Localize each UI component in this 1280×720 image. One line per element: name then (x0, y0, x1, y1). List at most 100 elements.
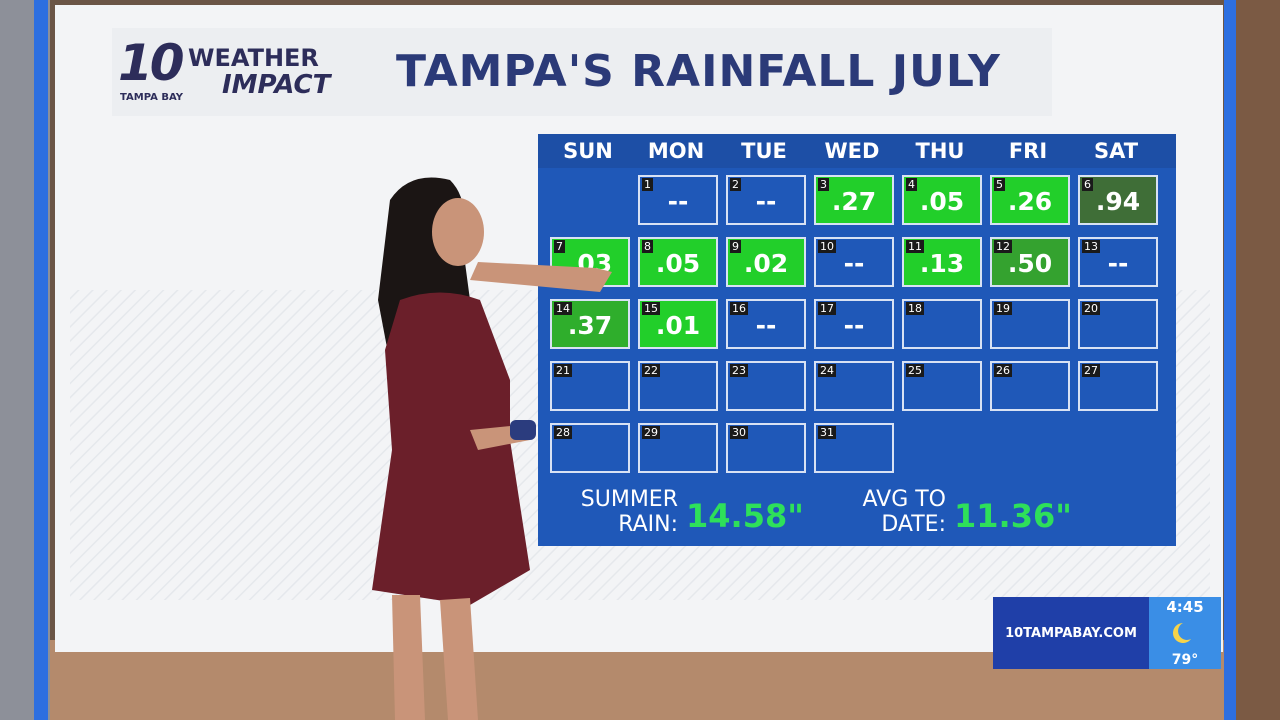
day-number: 29 (642, 426, 660, 439)
day-number: 22 (642, 364, 660, 377)
logo-station: TAMPA BAY (120, 92, 184, 103)
summary-value: 14.58" (686, 497, 804, 535)
day-cell: 30 (726, 423, 806, 473)
day-cell: 5.26 (990, 175, 1070, 225)
summary-label: AVG TO DATE: (816, 487, 947, 537)
rain-value: .37 (567, 311, 613, 340)
rain-value: .01 (655, 311, 701, 340)
day-cell: 26 (990, 361, 1070, 411)
day-cell: 10 -- (814, 237, 894, 287)
day-number: 8 (642, 240, 653, 253)
day-cell: 17 -- (814, 299, 894, 349)
logo-number: 10 (118, 34, 185, 92)
day-number: 18 (906, 302, 924, 315)
summary-label: SUMMER RAIN: (548, 487, 678, 537)
rain-value: -- (1107, 249, 1129, 278)
day-number: 27 (1082, 364, 1100, 377)
day-number: 14 (554, 302, 572, 315)
day-number: 30 (730, 426, 748, 439)
day-cell: 21 (550, 361, 630, 411)
summary-label-line: DATE: (881, 512, 946, 537)
rain-value: .05 (655, 249, 701, 278)
day-number: 24 (818, 364, 836, 377)
day-number: 9 (730, 240, 741, 253)
day-header: THU (915, 139, 965, 163)
day-number: 12 (994, 240, 1012, 253)
rain-value: .50 (1007, 249, 1053, 278)
day-header: MON (647, 139, 705, 163)
logo-line1: WEATHER (188, 44, 319, 72)
day-cell: 29 (638, 423, 718, 473)
day-cell: 20 (1078, 299, 1158, 349)
day-cell: 23 (726, 361, 806, 411)
rain-value: -- (843, 311, 865, 340)
day-number: 25 (906, 364, 924, 377)
day-header: WED (824, 139, 880, 163)
day-number: 5 (994, 178, 1005, 191)
day-cell: 13 -- (1078, 237, 1158, 287)
day-cell: 14.37 (550, 299, 630, 349)
day-cell: 27 (1078, 361, 1158, 411)
day-cell: 31 (814, 423, 894, 473)
summary-value: 11.36" (954, 497, 1072, 535)
day-number: 2 (730, 178, 741, 191)
bug-time: 4:45 (1166, 598, 1203, 616)
rain-value: .27 (831, 187, 877, 216)
day-header: SUN (563, 139, 613, 163)
day-header: TUE (741, 139, 787, 163)
day-cell: 3.27 (814, 175, 894, 225)
day-number: 20 (1082, 302, 1100, 315)
day-cell: 12.50 (990, 237, 1070, 287)
day-number: 1 (642, 178, 653, 191)
day-number: 3 (818, 178, 829, 191)
title: TAMPA'S RAINFALL JULY (396, 46, 1001, 97)
bug-temp: 79° (1172, 652, 1198, 668)
day-number: 23 (730, 364, 748, 377)
day-cell: 16 -- (726, 299, 806, 349)
day-number: 11 (906, 240, 924, 253)
bug-site: 10TAMPABAY.COM (1005, 626, 1137, 641)
day-header: FRI (1008, 139, 1048, 163)
summary-label-line: AVG TO (862, 487, 947, 512)
summary-label-line: RAIN: (618, 512, 678, 537)
rain-value: -- (667, 187, 689, 216)
day-cell: 24 (814, 361, 894, 411)
day-number: 17 (818, 302, 836, 315)
day-cell: 2 -- (726, 175, 806, 225)
day-header: SAT (1093, 139, 1139, 163)
day-number: 7 (554, 240, 565, 253)
day-number: 21 (554, 364, 572, 377)
day-number: 6 (1082, 178, 1093, 191)
day-number: 31 (818, 426, 836, 439)
rain-value: .02 (743, 249, 789, 278)
day-number: 15 (642, 302, 660, 315)
logo-line2: IMPACT (222, 70, 331, 100)
day-cell: 4.05 (902, 175, 982, 225)
day-number: 10 (818, 240, 836, 253)
day-cell: 9.02 (726, 237, 806, 287)
day-number: 16 (730, 302, 748, 315)
day-number: 28 (554, 426, 572, 439)
rain-value: .13 (919, 249, 965, 278)
day-cell: 22 (638, 361, 718, 411)
rain-value: .94 (1095, 187, 1141, 216)
rain-value: .26 (1007, 187, 1053, 216)
day-number: 19 (994, 302, 1012, 315)
day-cell: 19 (990, 299, 1070, 349)
day-cell: 8.05 (638, 237, 718, 287)
day-cell: 11.13 (902, 237, 982, 287)
day-cell: 1 -- (638, 175, 718, 225)
day-cell: 18 (902, 299, 982, 349)
rain-value: -- (755, 311, 777, 340)
rain-value: -- (755, 187, 777, 216)
day-cell: 28 (550, 423, 630, 473)
day-cell: 15.01 (638, 299, 718, 349)
station-bug: 10TAMPABAY.COM 4:45 79° (993, 597, 1221, 669)
day-number: 4 (906, 178, 917, 191)
day-cell: 6.94 (1078, 175, 1158, 225)
summary-label-line: SUMMER (580, 487, 678, 512)
day-number: 26 (994, 364, 1012, 377)
day-number: 13 (1082, 240, 1100, 253)
